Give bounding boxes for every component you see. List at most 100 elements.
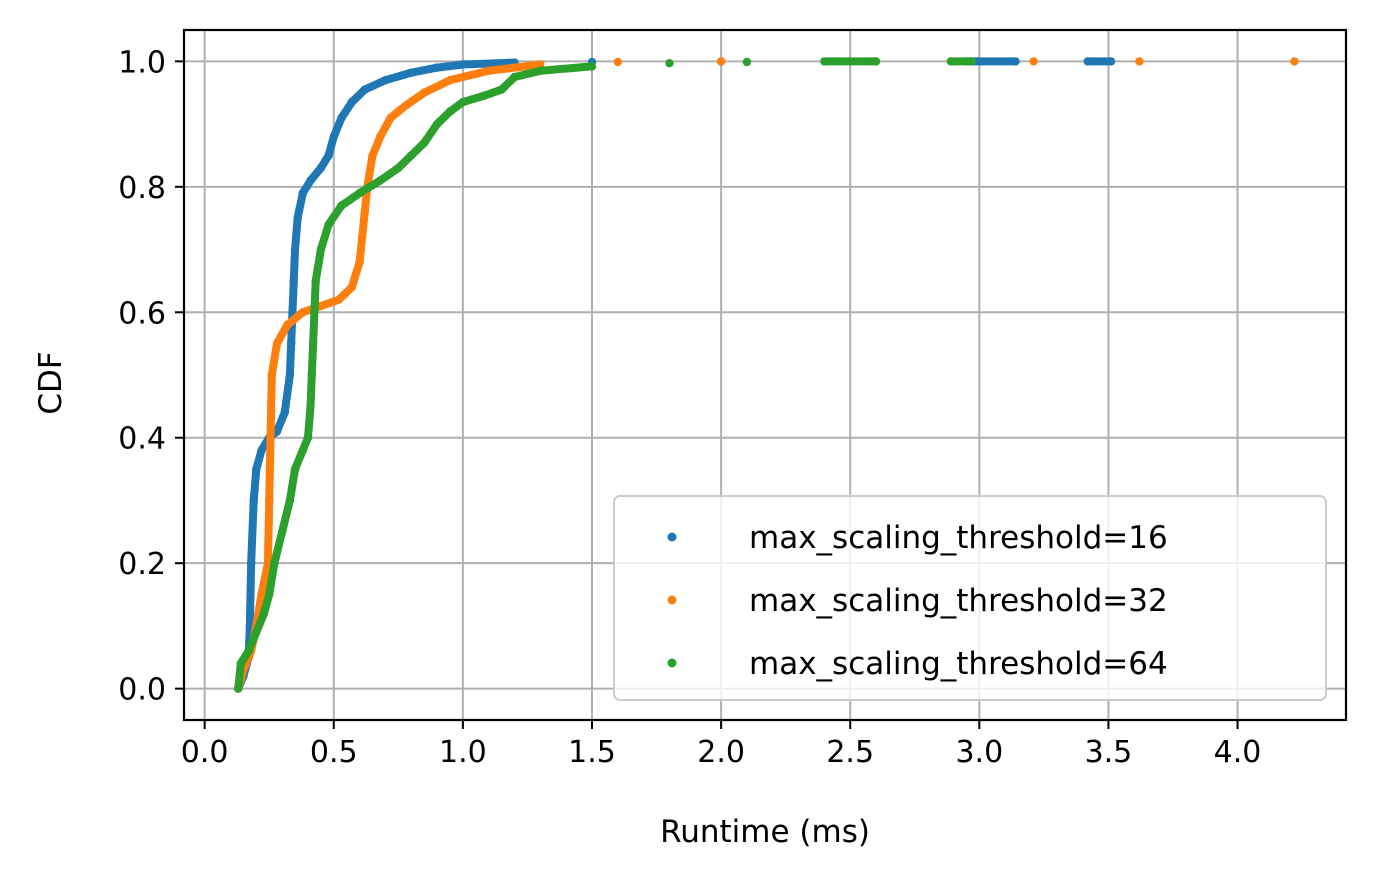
x-tick-label: 2.5 <box>826 735 874 770</box>
y-tick-label: 0.2 <box>118 547 166 582</box>
tick-marks <box>175 60 1239 729</box>
data-point <box>306 402 315 411</box>
data-point <box>334 295 344 304</box>
data-point <box>355 257 364 267</box>
cdf-curve-segment <box>381 68 416 85</box>
cdf-curve-segment <box>289 245 299 285</box>
data-point <box>716 57 726 66</box>
data-point <box>401 101 411 110</box>
x-tick-label: 0.0 <box>181 735 229 770</box>
y-tick-label: 1.0 <box>118 45 166 80</box>
data-point <box>510 72 519 82</box>
legend-marker <box>667 595 677 605</box>
data-point <box>234 684 243 693</box>
cdf-curve-segment <box>285 465 299 505</box>
data-point <box>285 496 295 505</box>
data-point <box>311 276 320 286</box>
cdf-curve-segment <box>280 371 294 417</box>
data-point <box>257 590 266 599</box>
data-point <box>587 62 597 71</box>
data-point <box>360 207 369 217</box>
x-tick-label: 2.0 <box>697 735 745 770</box>
y-axis-label: CDF <box>33 351 69 414</box>
data-point <box>306 176 315 185</box>
data-point <box>742 57 752 67</box>
x-tick-label: 4.0 <box>1214 735 1262 770</box>
data-point <box>484 66 493 76</box>
cdf-curve-segment <box>270 527 287 568</box>
cdf-curve-segment <box>293 189 307 223</box>
data-point <box>272 427 282 436</box>
data-point <box>266 433 275 442</box>
data-point <box>386 113 395 123</box>
data-point <box>358 232 367 242</box>
data-point <box>257 446 266 455</box>
data-point <box>458 60 468 69</box>
data-point <box>368 151 377 160</box>
cdf-curve-segment <box>285 339 296 379</box>
data-point <box>259 609 269 618</box>
cdf-curve-segment <box>458 58 519 69</box>
data-point <box>820 57 829 66</box>
data-point <box>360 85 369 94</box>
cdf-curve-segment <box>309 308 319 348</box>
data-point <box>289 276 298 286</box>
legend-label: max_scaling_threshold=16 <box>749 520 1168 556</box>
data-point <box>290 245 300 254</box>
data-point <box>613 57 622 67</box>
y-tick-label: 0.4 <box>118 422 166 457</box>
data-point <box>249 496 258 505</box>
cdf-curve-segment <box>267 339 281 379</box>
cdf-curve-segment <box>306 371 316 411</box>
cdf-curve-segment <box>249 465 261 505</box>
data-point <box>244 646 253 656</box>
cdf-curve-segment <box>446 66 493 85</box>
cdf-curve-segment <box>484 60 545 75</box>
data-point <box>1083 57 1093 66</box>
data-point <box>287 339 296 348</box>
data-point <box>432 63 442 72</box>
x-tick-labels: 0.0 0.5 1.0 1.5 2.0 2.5 3.0 3.5 4.0 <box>181 735 1262 770</box>
y-tick-label: 0.8 <box>118 171 166 206</box>
data-point <box>265 496 274 505</box>
data-point <box>407 68 416 77</box>
x-tick-label: 0.5 <box>310 735 358 770</box>
data-point <box>967 57 976 66</box>
data-point <box>445 76 455 85</box>
x-tick-label: 1.5 <box>568 735 616 770</box>
data-point <box>303 433 313 442</box>
x-axis-label: Runtime (ms) <box>660 814 870 850</box>
data-point <box>252 464 261 474</box>
cdf-curve-segment <box>307 339 318 379</box>
data-point <box>270 559 279 568</box>
data-point <box>419 138 429 148</box>
series-3 <box>234 57 976 693</box>
data-point <box>1290 57 1299 66</box>
data-point <box>1011 57 1020 66</box>
data-point <box>419 88 429 97</box>
data-point <box>407 151 416 160</box>
y-tick-label: 0.6 <box>118 296 166 331</box>
data-point <box>376 176 385 185</box>
data-point <box>310 308 319 317</box>
cdf-curve-segment <box>288 276 298 317</box>
data-point <box>265 590 274 599</box>
data-point <box>536 66 545 76</box>
cdf-curve-segment <box>278 496 294 536</box>
data-point <box>381 76 390 85</box>
cdf-curve-segment <box>266 371 276 442</box>
data-point <box>246 559 256 568</box>
x-tick-label: 1.0 <box>439 735 487 770</box>
cdf-curve-segment <box>257 559 272 599</box>
data-point <box>1106 57 1116 66</box>
data-point <box>324 151 333 160</box>
legend: max_scaling_threshold=16 max_scaling_thre… <box>613 495 1327 701</box>
y-tick-label: 0.0 <box>118 673 166 708</box>
cdf-curve-segment <box>310 276 320 317</box>
data-point <box>316 245 326 254</box>
data-point <box>1135 57 1144 66</box>
data-point <box>298 446 307 455</box>
data-point <box>316 301 326 311</box>
cdf-curve-segment <box>433 60 467 72</box>
